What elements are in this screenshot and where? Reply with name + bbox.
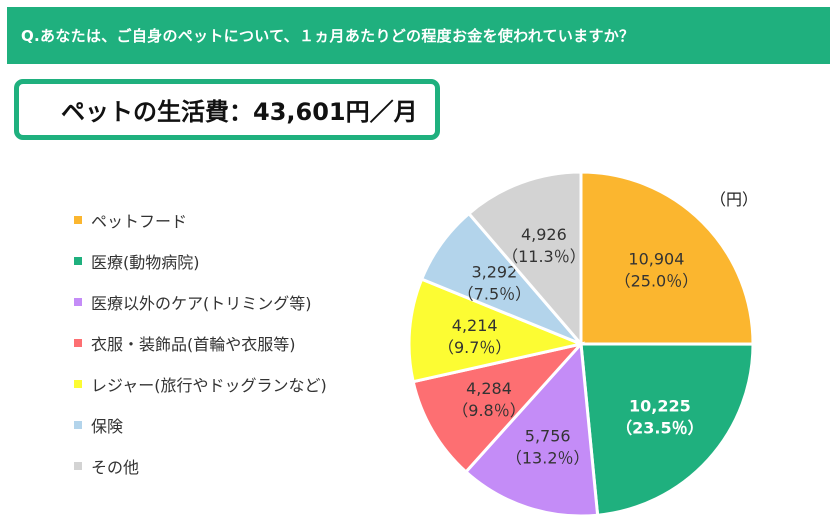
pie-slice xyxy=(463,340,600,518)
slice-value-label: 5,756 xyxy=(525,426,571,445)
slice-value-label: 4,214 xyxy=(452,316,498,335)
slice-percent-label: （7.5％） xyxy=(458,285,531,304)
legend-label: その他 xyxy=(91,457,140,477)
slice-value-label: 3,292 xyxy=(471,263,517,282)
legend-swatch xyxy=(74,461,82,470)
monthly-cost-box: ペットの生活費： 43,601円 ／月 xyxy=(14,79,440,140)
legend-label: レジャー(旅行やドッグランなど) xyxy=(91,375,327,395)
legend-item: その他 xyxy=(74,445,327,486)
legend-label: 医療(動物病院) xyxy=(91,252,200,272)
question-banner: Q.あなたは、ご自身のペットについて、１ヵ月あたりどの程度お金を使われていますか… xyxy=(7,7,830,64)
legend-swatch xyxy=(74,338,82,347)
legend-swatch xyxy=(74,297,82,306)
legend-label: 医療以外のケア(トリミング等) xyxy=(91,293,312,313)
cost-label: ペットの生活費： xyxy=(61,98,253,126)
chart-legend: ペットフード 医療(動物病院) 医療以外のケア(トリミング等) 衣服・装飾品(首輪や衣… xyxy=(74,199,327,486)
slice-percent-label: （9.7％） xyxy=(438,338,511,357)
legend-item: 保険 xyxy=(74,404,327,445)
pie-slice xyxy=(407,277,586,384)
pie-slice xyxy=(466,170,583,349)
slice-percent-label: （25.0％） xyxy=(615,272,699,291)
pie-slice xyxy=(579,342,755,517)
slice-percent-label: （13.2％） xyxy=(506,448,590,467)
cost-suffix: ／月 xyxy=(369,98,418,126)
legend-item: 衣服・装飾品(首輪や衣服等) xyxy=(74,322,327,363)
legend-item: 医療(動物病院) xyxy=(74,240,327,281)
pie-slice xyxy=(411,341,586,474)
legend-swatch xyxy=(74,420,82,429)
pie-slice xyxy=(579,170,755,346)
legend-item: ペットフード xyxy=(74,199,327,240)
slice-value-label: 4,284 xyxy=(466,379,512,398)
cost-value: 43,601円 xyxy=(253,98,370,126)
legend-label: 衣服・装飾品(首輪や衣服等) xyxy=(91,334,296,354)
legend-item: レジャー(旅行やドッグランなど) xyxy=(74,363,327,404)
legend-item: 医療以外のケア(トリミング等) xyxy=(74,281,327,322)
slice-value-label: 10,904 xyxy=(628,250,684,269)
slice-value-label: 4,926 xyxy=(521,225,567,244)
question-text: Q.あなたは、ご自身のペットについて、１ヵ月あたりどの程度お金を使われていますか… xyxy=(21,27,635,45)
legend-swatch xyxy=(74,256,82,265)
legend-swatch xyxy=(74,379,82,388)
legend-swatch xyxy=(74,215,82,224)
slice-value-label: 10,225 xyxy=(629,397,691,416)
legend-label: 保険 xyxy=(91,416,124,436)
chart-unit-label: （円） xyxy=(710,190,759,209)
legend-label: ペットフード xyxy=(91,211,188,231)
slice-percent-label: （9.8％） xyxy=(452,401,525,420)
slice-percent-label: （11.3％） xyxy=(502,247,586,266)
slice-percent-label: （23.5％） xyxy=(616,419,703,438)
